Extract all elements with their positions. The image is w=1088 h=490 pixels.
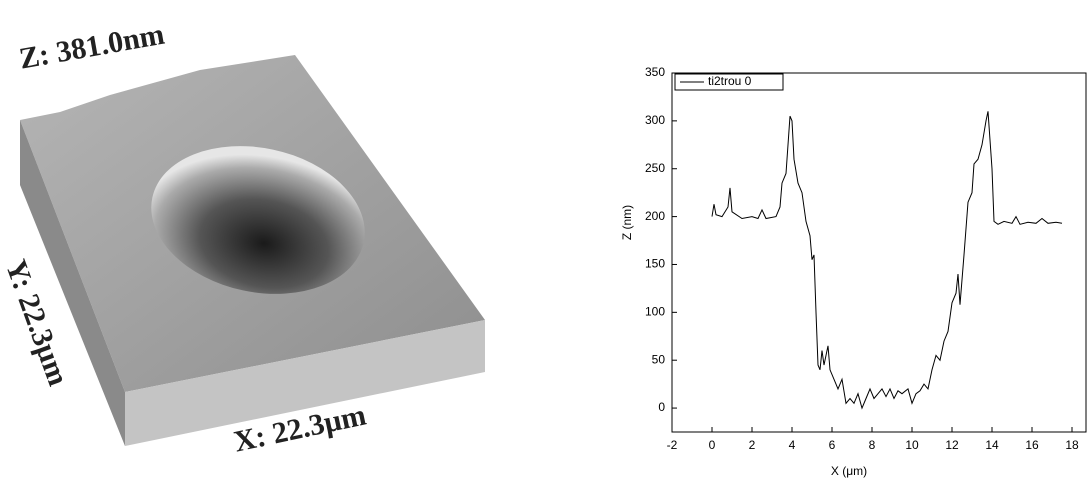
side-face [20, 120, 125, 446]
line-chart: 0 50 100 150 200 250 300 350 -2 0 2 4 6 8 10 12 14 16 18 X … [620, 65, 1087, 478]
legend-label: ti2trou 0 [708, 74, 752, 88]
x-tick-label: 14 [985, 438, 999, 452]
y-tick-label: 200 [645, 209, 665, 223]
x-tick-label: 6 [829, 438, 836, 452]
y-tick-label: 250 [645, 161, 665, 175]
x-tick-label: 8 [869, 438, 876, 452]
x-tick-label: -2 [667, 438, 678, 452]
x-tick-label: 10 [905, 438, 919, 452]
x-tick-label: 16 [1025, 438, 1039, 452]
afm-3d-image: Z: 381.0nm Y: 22.3µm X: 22.3µm [0, 18, 485, 459]
x-axis-label: X (μm) [831, 464, 867, 478]
x-tick-label: 12 [945, 438, 959, 452]
y-tick-label: 350 [645, 65, 665, 79]
legend-box [674, 73, 784, 91]
y-axis-label: Z (nm) [620, 205, 634, 240]
crater [151, 146, 365, 294]
x-tick-label: 18 [1065, 438, 1079, 452]
data-line [711, 111, 1063, 410]
x-tick-label: 4 [789, 438, 796, 452]
y-tick-label: 300 [645, 113, 665, 127]
front-face [125, 320, 485, 446]
y-tick-label: 100 [645, 305, 665, 319]
z-label: Z: 381.0nm [17, 18, 167, 76]
y-tick-label: 50 [652, 352, 666, 366]
y-tick-label: 150 [645, 257, 665, 271]
x-tick-label: 0 [709, 438, 716, 452]
y-tick-label: 0 [658, 400, 665, 414]
x-tick-label: 2 [749, 438, 756, 452]
plot-frame [671, 72, 1087, 433]
